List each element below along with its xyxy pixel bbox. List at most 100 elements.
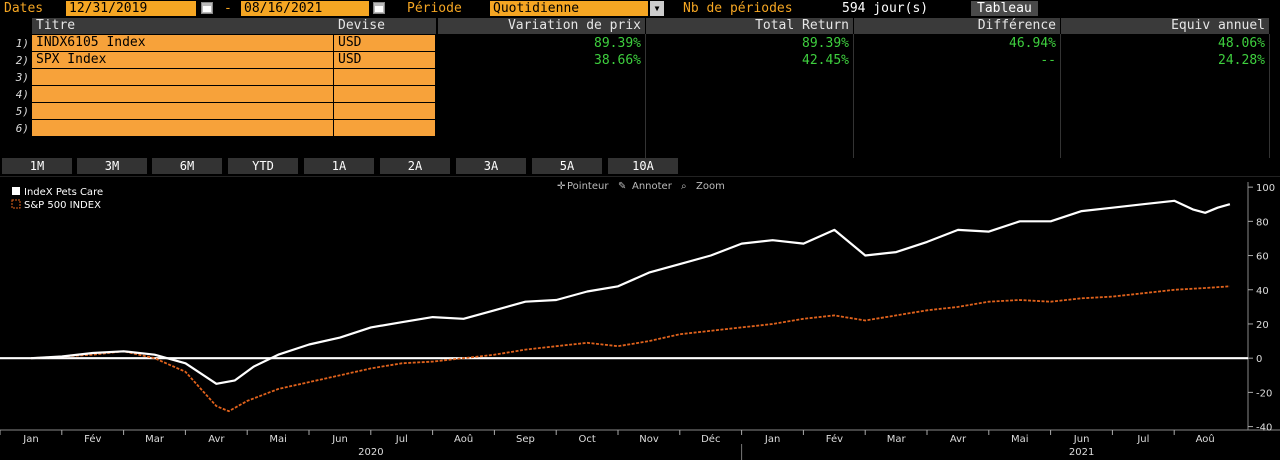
row-number: 6): [15, 122, 29, 135]
series-line-pets-care: [30, 199, 1231, 385]
x-tick-label: Jan: [764, 434, 780, 445]
start-date-input[interactable]: 12/31/2019: [66, 1, 196, 16]
x-tick-label: Déc: [701, 433, 720, 445]
zoom-tool[interactable]: Zoom: [696, 181, 725, 192]
legend-label-sp500: S&P 500 INDEX: [24, 200, 101, 211]
x-tick-label: Fév: [84, 433, 101, 445]
header-annual-equiv: Equiv annuel: [1061, 18, 1269, 34]
table-button[interactable]: Tableau: [971, 1, 1038, 16]
title-cell[interactable]: [32, 120, 334, 136]
annual-equiv-value: 24.28%: [1218, 53, 1265, 68]
currency-cell[interactable]: [334, 103, 436, 119]
periods-count-label: Nb de périodes: [683, 1, 793, 16]
x-tick-label: Mai: [269, 434, 287, 445]
start-calendar-icon[interactable]: [201, 2, 213, 14]
period-button-1m[interactable]: 1M: [2, 158, 74, 174]
x-tick-label: Avr: [950, 434, 967, 445]
header-price-change: Variation de prix: [438, 18, 645, 34]
y-tick-label: 80: [1256, 217, 1269, 228]
period-button-10a[interactable]: 10A: [608, 158, 680, 174]
pointer-tool[interactable]: Pointeur: [567, 181, 609, 192]
x-tick-label: Mar: [145, 434, 165, 445]
row-number: 1): [15, 37, 29, 50]
currency-cell[interactable]: [334, 69, 436, 85]
currency-cell[interactable]: [334, 120, 436, 136]
total-return-value: 89.39%: [802, 36, 849, 51]
x-tick-label: Jul: [1136, 434, 1149, 445]
currency-cell[interactable]: [334, 86, 436, 102]
period-button-1a[interactable]: 1A: [304, 158, 376, 174]
x-tick-label: Mar: [887, 434, 907, 445]
magnifier-icon[interactable]: ⌕: [681, 181, 687, 192]
header-difference: Différence: [854, 18, 1060, 34]
periods-count-value: 594 jour(s): [842, 1, 929, 16]
period-button-ytd[interactable]: YTD: [228, 158, 300, 174]
period-button-6m[interactable]: 6M: [152, 158, 224, 174]
securities-table: Titre Devise Variation de prix Total Ret…: [0, 18, 1280, 158]
title-cell[interactable]: INDX6105 Index: [32, 35, 334, 51]
year-label: 2020: [358, 447, 383, 458]
x-tick-label: Oct: [579, 434, 596, 445]
x-tick-label: Jun: [1073, 434, 1090, 445]
date-range-dash: -: [224, 1, 232, 16]
header-currency: Devise: [334, 18, 436, 34]
y-tick-label: 20: [1256, 320, 1269, 331]
row-number: 5): [15, 105, 29, 118]
period-select[interactable]: Quotidienne: [490, 1, 648, 16]
y-tick-label: 40: [1256, 286, 1269, 297]
year-label: 2021: [1069, 447, 1094, 458]
price-change-value: 89.39%: [594, 36, 641, 51]
annual-equiv-value: 48.06%: [1218, 36, 1265, 51]
end-date-input[interactable]: 08/16/2021: [241, 1, 369, 16]
difference-value: --: [1040, 53, 1056, 68]
title-cell[interactable]: SPX Index: [32, 52, 334, 68]
title-cell[interactable]: [32, 69, 334, 85]
dates-label: Dates: [4, 1, 44, 16]
chevron-down-icon[interactable]: ▼: [650, 1, 664, 16]
legend: IndeX Pets Care S&P 500 INDEX: [11, 187, 103, 211]
y-tick-label: 0: [1256, 354, 1262, 365]
title-cell[interactable]: [32, 103, 334, 119]
period-buttons: 1M 3M 6M YTD 1A 2A 3A 5A 10A: [0, 158, 1280, 174]
currency-cell[interactable]: USD: [334, 52, 436, 68]
x-tick-label: Jan: [22, 434, 38, 445]
x-tick-label: Avr: [208, 434, 225, 445]
currency-cell[interactable]: USD: [334, 35, 436, 51]
price-change-value: 38.66%: [594, 53, 641, 68]
x-tick-label: Fév: [826, 433, 843, 445]
x-tick-label: Aoû: [1196, 433, 1215, 445]
x-tick-label: Jun: [331, 434, 348, 445]
end-calendar-icon[interactable]: [373, 2, 385, 14]
header-title: Titre: [32, 18, 334, 34]
total-return-value: 42.45%: [802, 53, 849, 68]
pencil-icon[interactable]: ✎: [618, 181, 626, 192]
toolbar: Dates 12/31/2019 - 08/16/2021 Période Qu…: [0, 0, 1280, 17]
y-tick-label: -20: [1256, 388, 1272, 399]
period-button-3a[interactable]: 3A: [456, 158, 528, 174]
crosshair-icon[interactable]: ✛: [557, 181, 566, 192]
column-divider: [645, 34, 646, 158]
x-tick-label: Jul: [395, 434, 408, 445]
legend-swatch-pets-care: [12, 187, 20, 195]
row-number: 2): [15, 54, 29, 67]
y-tick-label: 60: [1256, 252, 1269, 263]
legend-swatch-sp500: [11, 199, 21, 209]
x-tick-label: Aoû: [454, 433, 473, 445]
difference-value: 46.94%: [1009, 36, 1056, 51]
title-cell[interactable]: [32, 86, 334, 102]
period-label: Période: [407, 1, 462, 16]
period-button-5a[interactable]: 5A: [532, 158, 604, 174]
annotate-tool[interactable]: Annoter: [632, 181, 673, 192]
header-total-return: Total Return: [646, 18, 853, 34]
period-button-3m[interactable]: 3M: [77, 158, 149, 174]
x-tick-label: Mai: [1011, 434, 1029, 445]
column-divider: [1269, 34, 1270, 158]
performance-chart[interactable]: Pointeur ✛ ✎ Annoter ⌕ Zoom IndeX Pets C…: [0, 177, 1280, 460]
column-divider: [853, 34, 854, 158]
y-tick-label: 100: [1256, 183, 1275, 194]
y-tick-label: -40: [1256, 423, 1272, 434]
x-tick-label: Sep: [516, 434, 535, 445]
series-line-sp500: [30, 285, 1230, 413]
period-button-2a[interactable]: 2A: [380, 158, 452, 174]
x-tick-label: Nov: [639, 434, 659, 445]
